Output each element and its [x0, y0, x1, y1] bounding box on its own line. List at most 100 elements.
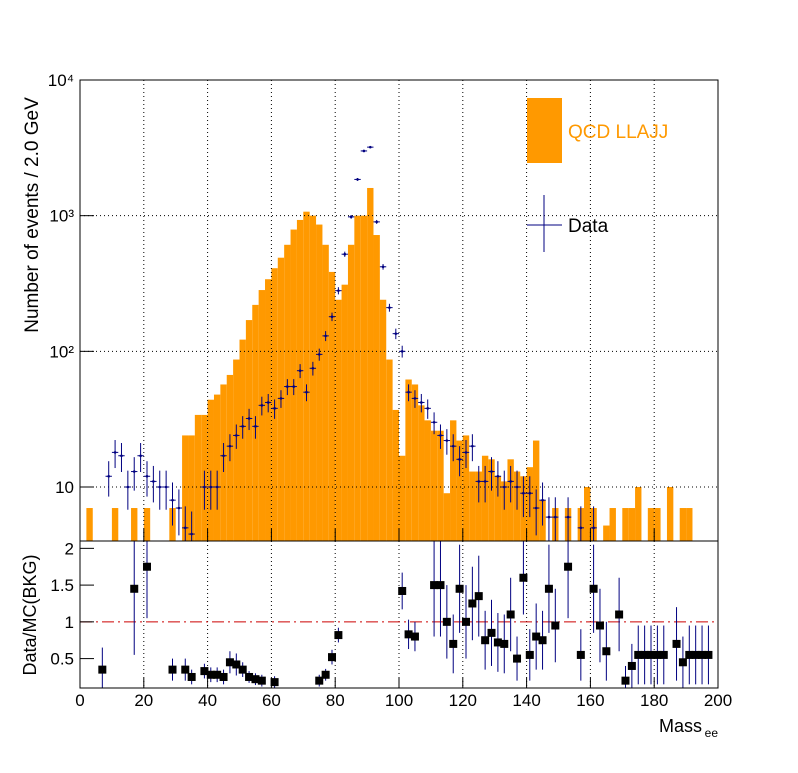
bar	[386, 359, 393, 541]
data-point	[386, 303, 393, 312]
y-tick-label: 10	[55, 478, 74, 497]
ratio-point	[627, 643, 636, 688]
ratio-point	[238, 662, 247, 677]
ratio-point	[206, 667, 215, 683]
ratio-point	[398, 572, 407, 610]
data-point	[182, 506, 189, 541]
bar	[303, 211, 310, 541]
x-tick-label: 160	[576, 691, 604, 710]
ratio-marker	[398, 586, 407, 595]
ratio-point	[200, 663, 209, 679]
x-tick-label: 60	[262, 691, 281, 710]
data-marker	[400, 350, 404, 353]
x-tick-label: 120	[449, 691, 477, 710]
bar	[341, 284, 348, 541]
ratio-marker	[647, 650, 656, 659]
ratio-point	[500, 614, 509, 674]
data-marker	[388, 306, 391, 309]
data-marker	[522, 491, 525, 495]
data-marker	[305, 390, 308, 394]
ratio-point	[474, 555, 483, 637]
ratio-point	[442, 585, 451, 659]
bar	[462, 435, 470, 541]
ratio-marker	[168, 665, 177, 674]
main-pad	[80, 80, 718, 541]
data-point	[277, 390, 285, 408]
data-marker	[496, 474, 500, 478]
bar	[654, 508, 661, 541]
bar	[213, 394, 221, 541]
ratio-point	[315, 674, 324, 687]
ratio-marker	[615, 610, 624, 619]
data-point	[520, 476, 527, 518]
data-point	[456, 446, 463, 477]
data-marker	[356, 178, 359, 181]
data-point	[271, 399, 278, 419]
data-point	[239, 416, 246, 439]
data-marker	[324, 334, 327, 338]
data-point	[233, 424, 240, 449]
ratio-point	[251, 673, 260, 686]
legend: QCD LLAJJ Data	[527, 98, 668, 252]
data-marker	[547, 515, 551, 519]
data-marker	[279, 397, 283, 400]
bar	[686, 508, 693, 541]
y-tick-label: 10²	[49, 342, 74, 361]
ratio-marker	[468, 599, 477, 608]
ratio-marker	[564, 562, 573, 571]
bar	[188, 435, 195, 541]
data-point	[226, 434, 234, 462]
x-axis-title: Mass	[659, 716, 702, 736]
data-marker	[107, 474, 111, 478]
data-marker	[407, 390, 410, 394]
data-point	[532, 489, 540, 536]
data-marker	[113, 451, 117, 454]
bar	[475, 471, 482, 541]
x-tick-label: 200	[704, 691, 732, 710]
data-point	[405, 384, 412, 402]
data-point	[322, 331, 329, 342]
data-marker	[343, 252, 347, 256]
data-marker	[413, 397, 417, 400]
ratio-point	[449, 614, 458, 674]
bar	[501, 481, 508, 541]
data-point	[418, 393, 425, 413]
ratio-marker	[328, 653, 337, 662]
data-marker	[554, 515, 557, 519]
bar	[316, 224, 323, 541]
data-point	[347, 215, 355, 219]
ratio-marker	[519, 573, 528, 582]
ratio-point	[519, 541, 528, 615]
bar	[367, 187, 374, 541]
data-point	[303, 384, 310, 402]
ratio-marker	[685, 650, 694, 659]
ratio-marker	[251, 675, 260, 684]
x-tick-label: 100	[385, 691, 413, 710]
ratio-marker	[640, 650, 649, 659]
bar	[379, 299, 387, 541]
data-marker	[190, 532, 193, 536]
ratio-point	[245, 671, 254, 683]
data-point	[252, 416, 259, 439]
data-marker	[235, 434, 238, 437]
data-marker	[579, 526, 583, 530]
data-point	[411, 390, 419, 408]
data-marker	[145, 474, 149, 478]
data-marker	[254, 425, 257, 428]
bar	[322, 244, 329, 541]
ratio-marker	[659, 650, 668, 659]
ratio-marker	[206, 670, 215, 679]
bar	[647, 508, 655, 541]
data-marker	[509, 480, 512, 483]
data-point	[507, 465, 514, 503]
ratio-point	[564, 541, 573, 619]
ratio-point	[219, 669, 228, 685]
data-point	[207, 470, 214, 510]
bar	[411, 384, 419, 541]
y-tick-label: 0.5	[50, 650, 74, 669]
data-marker	[260, 404, 264, 407]
data-marker	[349, 215, 353, 219]
bar	[488, 459, 495, 541]
data-point	[162, 470, 170, 510]
data-point	[392, 328, 399, 340]
